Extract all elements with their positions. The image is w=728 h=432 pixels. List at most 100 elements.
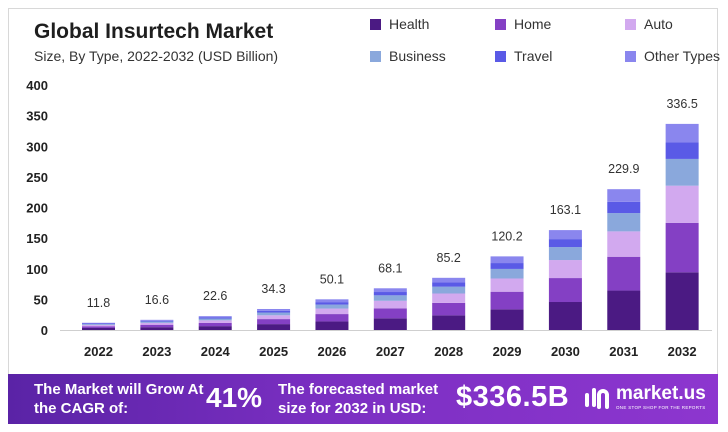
legend-swatch bbox=[625, 50, 636, 62]
y-tick-label: 0 bbox=[41, 323, 48, 338]
bar-segment-health-2024 bbox=[198, 326, 232, 330]
bar-segment-travel-2024 bbox=[198, 317, 232, 319]
bar-segment-home-2032 bbox=[665, 222, 699, 273]
bar-segment-business-2027 bbox=[373, 295, 407, 301]
bar-segment-home-2026 bbox=[315, 314, 349, 322]
bar-segment-other-types-2022 bbox=[82, 322, 115, 324]
bar-segment-home-2022 bbox=[82, 326, 115, 328]
legend-swatch bbox=[495, 18, 506, 30]
x-tick-label: 2025 bbox=[259, 344, 288, 359]
legend-item-other-types: Other Types bbox=[625, 48, 720, 64]
bar-segment-other-types-2025 bbox=[257, 308, 291, 311]
x-tick-label: 2030 bbox=[551, 344, 580, 359]
bar-total-label: 22.6 bbox=[203, 289, 227, 303]
bar-segment-home-2028 bbox=[432, 302, 466, 316]
bar-segment-travel-2022 bbox=[82, 323, 115, 324]
y-tick-label: 250 bbox=[26, 170, 48, 185]
bar-total-label: 85.2 bbox=[437, 251, 461, 265]
legend-item-business: Business bbox=[370, 48, 446, 64]
bar-segment-auto-2027 bbox=[373, 300, 407, 309]
bar-segment-other-types-2028 bbox=[432, 277, 466, 283]
bar-segment-health-2026 bbox=[315, 321, 349, 330]
bar-segment-travel-2026 bbox=[315, 302, 349, 305]
bar-segment-other-types-2024 bbox=[198, 316, 232, 318]
y-tick-label: 350 bbox=[26, 109, 48, 124]
y-tick-label: 300 bbox=[26, 139, 48, 154]
bar-total-label: 34.3 bbox=[261, 282, 285, 296]
x-tick-label: 2031 bbox=[609, 344, 638, 359]
bar-segment-business-2024 bbox=[198, 318, 232, 321]
bar-segment-home-2027 bbox=[373, 308, 407, 319]
bar-segment-auto-2026 bbox=[315, 308, 349, 315]
bar-segment-auto-2031 bbox=[607, 231, 641, 257]
bar-segment-travel-2025 bbox=[257, 310, 291, 313]
bar-segment-auto-2023 bbox=[140, 322, 174, 325]
legend-swatch bbox=[370, 18, 381, 30]
x-tick-label: 2029 bbox=[493, 344, 522, 359]
bar-segment-auto-2024 bbox=[198, 320, 232, 323]
bar-segment-business-2030 bbox=[548, 247, 582, 261]
legend-label: Health bbox=[389, 16, 430, 32]
legend-label: Auto bbox=[644, 16, 673, 32]
legend-item-travel: Travel bbox=[495, 48, 552, 64]
forecast-label: The forecasted market size for 2032 in U… bbox=[278, 381, 439, 417]
y-tick-label: 100 bbox=[26, 262, 48, 277]
x-tick-label: 2027 bbox=[376, 344, 405, 359]
x-tick-label: 2024 bbox=[201, 344, 231, 359]
y-tick-label: 200 bbox=[26, 201, 48, 216]
bar-segment-travel-2028 bbox=[432, 282, 466, 287]
y-tick-label: 400 bbox=[26, 78, 48, 93]
bar-segment-other-types-2032 bbox=[665, 123, 699, 143]
legend-label: Other Types bbox=[644, 48, 721, 64]
bar-segment-health-2029 bbox=[490, 309, 524, 330]
y-tick-label: 150 bbox=[26, 231, 48, 246]
bar-segment-home-2029 bbox=[490, 291, 524, 310]
bar-segment-business-2022 bbox=[82, 323, 115, 325]
bar-segment-home-2025 bbox=[257, 319, 291, 325]
bar-total-label: 11.8 bbox=[87, 296, 110, 310]
legend-swatch bbox=[625, 18, 636, 30]
brand-logo[interactable]: market.us ONE STOP SHOP FOR THE REPORTS bbox=[584, 384, 706, 411]
legend-swatch bbox=[370, 50, 381, 62]
bar-segment-health-2022 bbox=[82, 327, 115, 330]
cagr-label: The Market will Grow At the CAGR of: bbox=[34, 381, 204, 417]
bar-total-label: 120.2 bbox=[491, 229, 522, 243]
legend-label: Travel bbox=[514, 48, 553, 64]
bar-segment-health-2030 bbox=[548, 302, 582, 330]
x-tick-label: 2022 bbox=[84, 344, 113, 359]
x-tick-label: 2032 bbox=[668, 344, 697, 359]
summary-banner: The Market will Grow At the CAGR of: 41%… bbox=[8, 374, 718, 424]
bar-segment-health-2027 bbox=[373, 318, 407, 330]
bar-segment-travel-2023 bbox=[140, 320, 174, 322]
chart-subtitle: Size, By Type, 2022-2032 (USD Billion) bbox=[34, 48, 279, 64]
bar-segment-business-2026 bbox=[315, 304, 349, 309]
legend-label: Home bbox=[514, 16, 552, 32]
bar-segment-home-2031 bbox=[607, 256, 641, 291]
bar-segment-business-2032 bbox=[665, 158, 699, 186]
bar-segment-health-2023 bbox=[140, 327, 174, 330]
legend-swatch bbox=[495, 50, 506, 62]
bar-segment-auto-2032 bbox=[665, 185, 699, 223]
bar-segment-business-2025 bbox=[257, 312, 291, 316]
bar-segment-other-types-2030 bbox=[548, 230, 582, 240]
x-tick-label: 2026 bbox=[317, 344, 346, 359]
bar-segment-travel-2029 bbox=[490, 263, 524, 269]
bar-segment-travel-2030 bbox=[548, 239, 582, 248]
legend-item-home: Home bbox=[495, 16, 551, 32]
bar-segment-home-2024 bbox=[198, 322, 232, 327]
y-tick-label: 50 bbox=[34, 292, 48, 307]
bar-segment-auto-2030 bbox=[548, 260, 582, 279]
x-tick-label: 2023 bbox=[142, 344, 171, 359]
bar-segment-travel-2032 bbox=[665, 142, 699, 159]
bar-segment-auto-2022 bbox=[82, 324, 115, 327]
bar-segment-other-types-2029 bbox=[490, 256, 524, 264]
bar-segment-auto-2028 bbox=[432, 293, 466, 303]
bar-total-label: 336.5 bbox=[666, 97, 697, 111]
bar-segment-health-2025 bbox=[257, 324, 291, 330]
legend-label: Business bbox=[389, 48, 446, 64]
chart-frame bbox=[8, 8, 718, 424]
bar-segment-business-2028 bbox=[432, 286, 466, 294]
chart-title: Global Insurtech Market bbox=[34, 20, 274, 43]
x-tick-label: 2028 bbox=[434, 344, 463, 359]
forecast-value: $336.5B bbox=[456, 381, 570, 413]
